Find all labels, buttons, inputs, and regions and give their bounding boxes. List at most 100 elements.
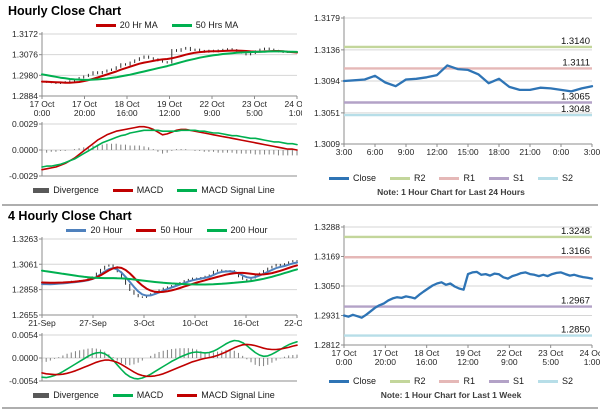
legend-swatch (136, 228, 157, 232)
svg-text:1:00: 1:00 (289, 108, 302, 118)
legend-item-50-hrs-ma: 50 Hrs MA (171, 20, 238, 30)
legend-item-macd-signal-line: MACD Signal Line (177, 185, 275, 195)
legend-label: MACD (136, 185, 164, 195)
svg-text:27-Sep: 27-Sep (79, 318, 107, 328)
four_hourly_price-svg: 1.2655 1.2858 1.3061 1.3263 21-Sep 27-Sep 3-Oc… (12, 234, 310, 328)
legend-swatch (489, 379, 509, 383)
svg-text:0:00: 0:00 (34, 108, 51, 118)
svg-text:17 Oct: 17 Oct (72, 99, 98, 109)
legend-item-r1: R1 (439, 173, 475, 183)
legend-label: S2 (562, 376, 574, 386)
svg-text:15:00: 15:00 (457, 147, 479, 157)
legend-swatch (439, 379, 460, 383)
svg-text:18 Oct: 18 Oct (114, 99, 140, 109)
svg-text:9:00: 9:00 (204, 108, 221, 118)
legend-label: Close (352, 376, 376, 386)
svg-text:24 Oct: 24 Oct (284, 99, 302, 109)
svg-text:1.2980: 1.2980 (12, 70, 38, 80)
svg-text:9:00: 9:00 (398, 147, 415, 157)
svg-text:18:00: 18:00 (488, 147, 510, 157)
weekly-pivot-section: 1.2812 1.2931 1.3050 1.3169 1.3288 17 Oct 0:00… (302, 209, 600, 408)
legend-swatch (389, 379, 410, 383)
legend-label: Divergence (53, 390, 99, 400)
legend-item-divergence: Divergence (33, 185, 99, 195)
svg-text:1.2850: 1.2850 (561, 325, 590, 336)
svg-text:24 Oct: 24 Oct (579, 348, 600, 358)
legend-item-s2: S2 (538, 173, 573, 183)
svg-text:1.3140: 1.3140 (561, 36, 590, 47)
svg-text:1.2812: 1.2812 (314, 340, 340, 350)
legend-label: MACD Signal Line (201, 390, 275, 400)
svg-text:16:00: 16:00 (416, 357, 438, 367)
legend-label: Close (352, 173, 376, 183)
legend-swatch (538, 379, 559, 383)
svg-text:3:00: 3:00 (336, 147, 353, 157)
legend-item-s1: S1 (489, 173, 524, 183)
four-hourly-close-section: 4 Hourly Close Chart 20 Hour 50 Hour 200 H… (6, 209, 310, 408)
svg-text:1.3050: 1.3050 (314, 281, 340, 291)
legend-swatch (95, 23, 116, 27)
four-hourly-price-chart: 1.2655 1.2858 1.3061 1.3263 21-Sep 27-Sep 3-Oc… (6, 234, 310, 329)
hourly-pivot-chart: 1.3009 1.3051 1.3094 1.3136 1.3179 3:00 6:00 9:… (302, 10, 600, 168)
legend-label: S1 (513, 173, 525, 183)
hourly-macd-legend: Divergence MACD MACD Signal Line (6, 185, 302, 195)
legend-item-close: Close (328, 376, 376, 386)
svg-text:0.0029: 0.0029 (12, 120, 38, 129)
legend-label: S1 (513, 376, 525, 386)
legend-item-close: Close (328, 173, 376, 183)
svg-text:1.3136: 1.3136 (314, 45, 340, 55)
svg-text:9:00: 9:00 (501, 357, 518, 367)
legend-swatch (66, 228, 87, 232)
legend-item-50-hour: 50 Hour (136, 225, 193, 235)
svg-text:23 Oct: 23 Oct (538, 348, 564, 358)
svg-text:1.3094: 1.3094 (314, 76, 340, 86)
hourly-macd-chart: -0.0029 0.0000 0.0029 (6, 119, 302, 181)
legend-swatch (389, 176, 410, 180)
svg-text:1:00: 1:00 (584, 357, 600, 367)
legend-swatch (33, 187, 50, 193)
legend-swatch (206, 228, 227, 232)
svg-text:21-Sep: 21-Sep (28, 318, 56, 328)
svg-text:20:00: 20:00 (375, 357, 397, 367)
svg-text:-0.0054: -0.0054 (9, 376, 38, 385)
hourly-pivot-section: 1.3009 1.3051 1.3094 1.3136 1.3179 3:00 6:00 9:… (302, 0, 600, 204)
legend-item-divergence: Divergence (33, 390, 99, 400)
legend-item-200-hour: 200 Hour (206, 225, 268, 235)
svg-text:1.3169: 1.3169 (314, 252, 340, 262)
svg-text:22 Oct: 22 Oct (497, 348, 523, 358)
svg-text:1.3263: 1.3263 (12, 235, 38, 244)
svg-text:1.3172: 1.3172 (12, 30, 38, 39)
svg-text:10-Oct: 10-Oct (182, 318, 208, 328)
legend-item-macd-signal-line: MACD Signal Line (177, 390, 275, 400)
svg-text:17 Oct: 17 Oct (331, 348, 357, 358)
svg-text:12:00: 12:00 (426, 147, 448, 157)
hourly-price-legend: 20 Hr MA 50 Hrs MA (6, 20, 302, 30)
svg-text:12:00: 12:00 (457, 357, 479, 367)
hourly_pivot-svg: 1.3009 1.3051 1.3094 1.3136 1.3179 3:00 6:00 9:… (314, 13, 600, 157)
svg-text:1.3076: 1.3076 (12, 50, 38, 60)
svg-text:23 Oct: 23 Oct (242, 99, 268, 109)
legend-swatch (538, 176, 559, 180)
svg-text:22-Oct: 22-Oct (284, 318, 302, 328)
weekly-pivot-chart: 1.2812 1.2931 1.3050 1.3169 1.3288 17 Oct 0:00… (302, 221, 600, 371)
legend-item-macd: MACD (112, 185, 164, 195)
legend-item-s2: S2 (538, 376, 573, 386)
legend-swatch (177, 188, 198, 192)
legend-label: MACD Signal Line (201, 185, 275, 195)
legend-label: S2 (562, 173, 574, 183)
hourly-close-title: Hourly Close Chart (8, 4, 122, 18)
svg-text:0.0000: 0.0000 (12, 353, 38, 363)
svg-text:16:00: 16:00 (116, 108, 138, 118)
hourly-pivot-note: Note: 1 Hour Chart for Last 24 Hours (377, 187, 525, 197)
svg-text:1.2967: 1.2967 (561, 296, 590, 307)
legend-swatch (439, 176, 460, 180)
svg-text:1.2884: 1.2884 (12, 91, 38, 101)
legend-label: R2 (413, 173, 426, 183)
svg-text:1.2655: 1.2655 (12, 310, 38, 320)
four-hourly-price-legend: 20 Hour 50 Hour 200 Hour (6, 225, 302, 235)
legend-swatch (328, 379, 349, 383)
legend-item-r1: R1 (439, 376, 475, 386)
